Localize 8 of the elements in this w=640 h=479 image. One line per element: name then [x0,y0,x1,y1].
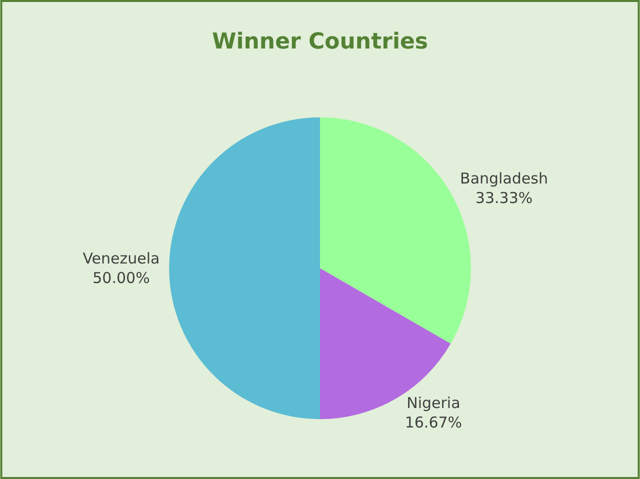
data-label: 33.33% [475,188,533,207]
data-label: 50.00% [92,268,150,287]
chart-title: Winner Countries [212,29,428,54]
slice-label: Nigeria [406,394,460,412]
slice-label: Venezuela [82,249,160,268]
data-label: 16.67% [404,414,462,432]
pie-slice [169,117,320,420]
slice-label: Bangladesh [460,169,548,188]
